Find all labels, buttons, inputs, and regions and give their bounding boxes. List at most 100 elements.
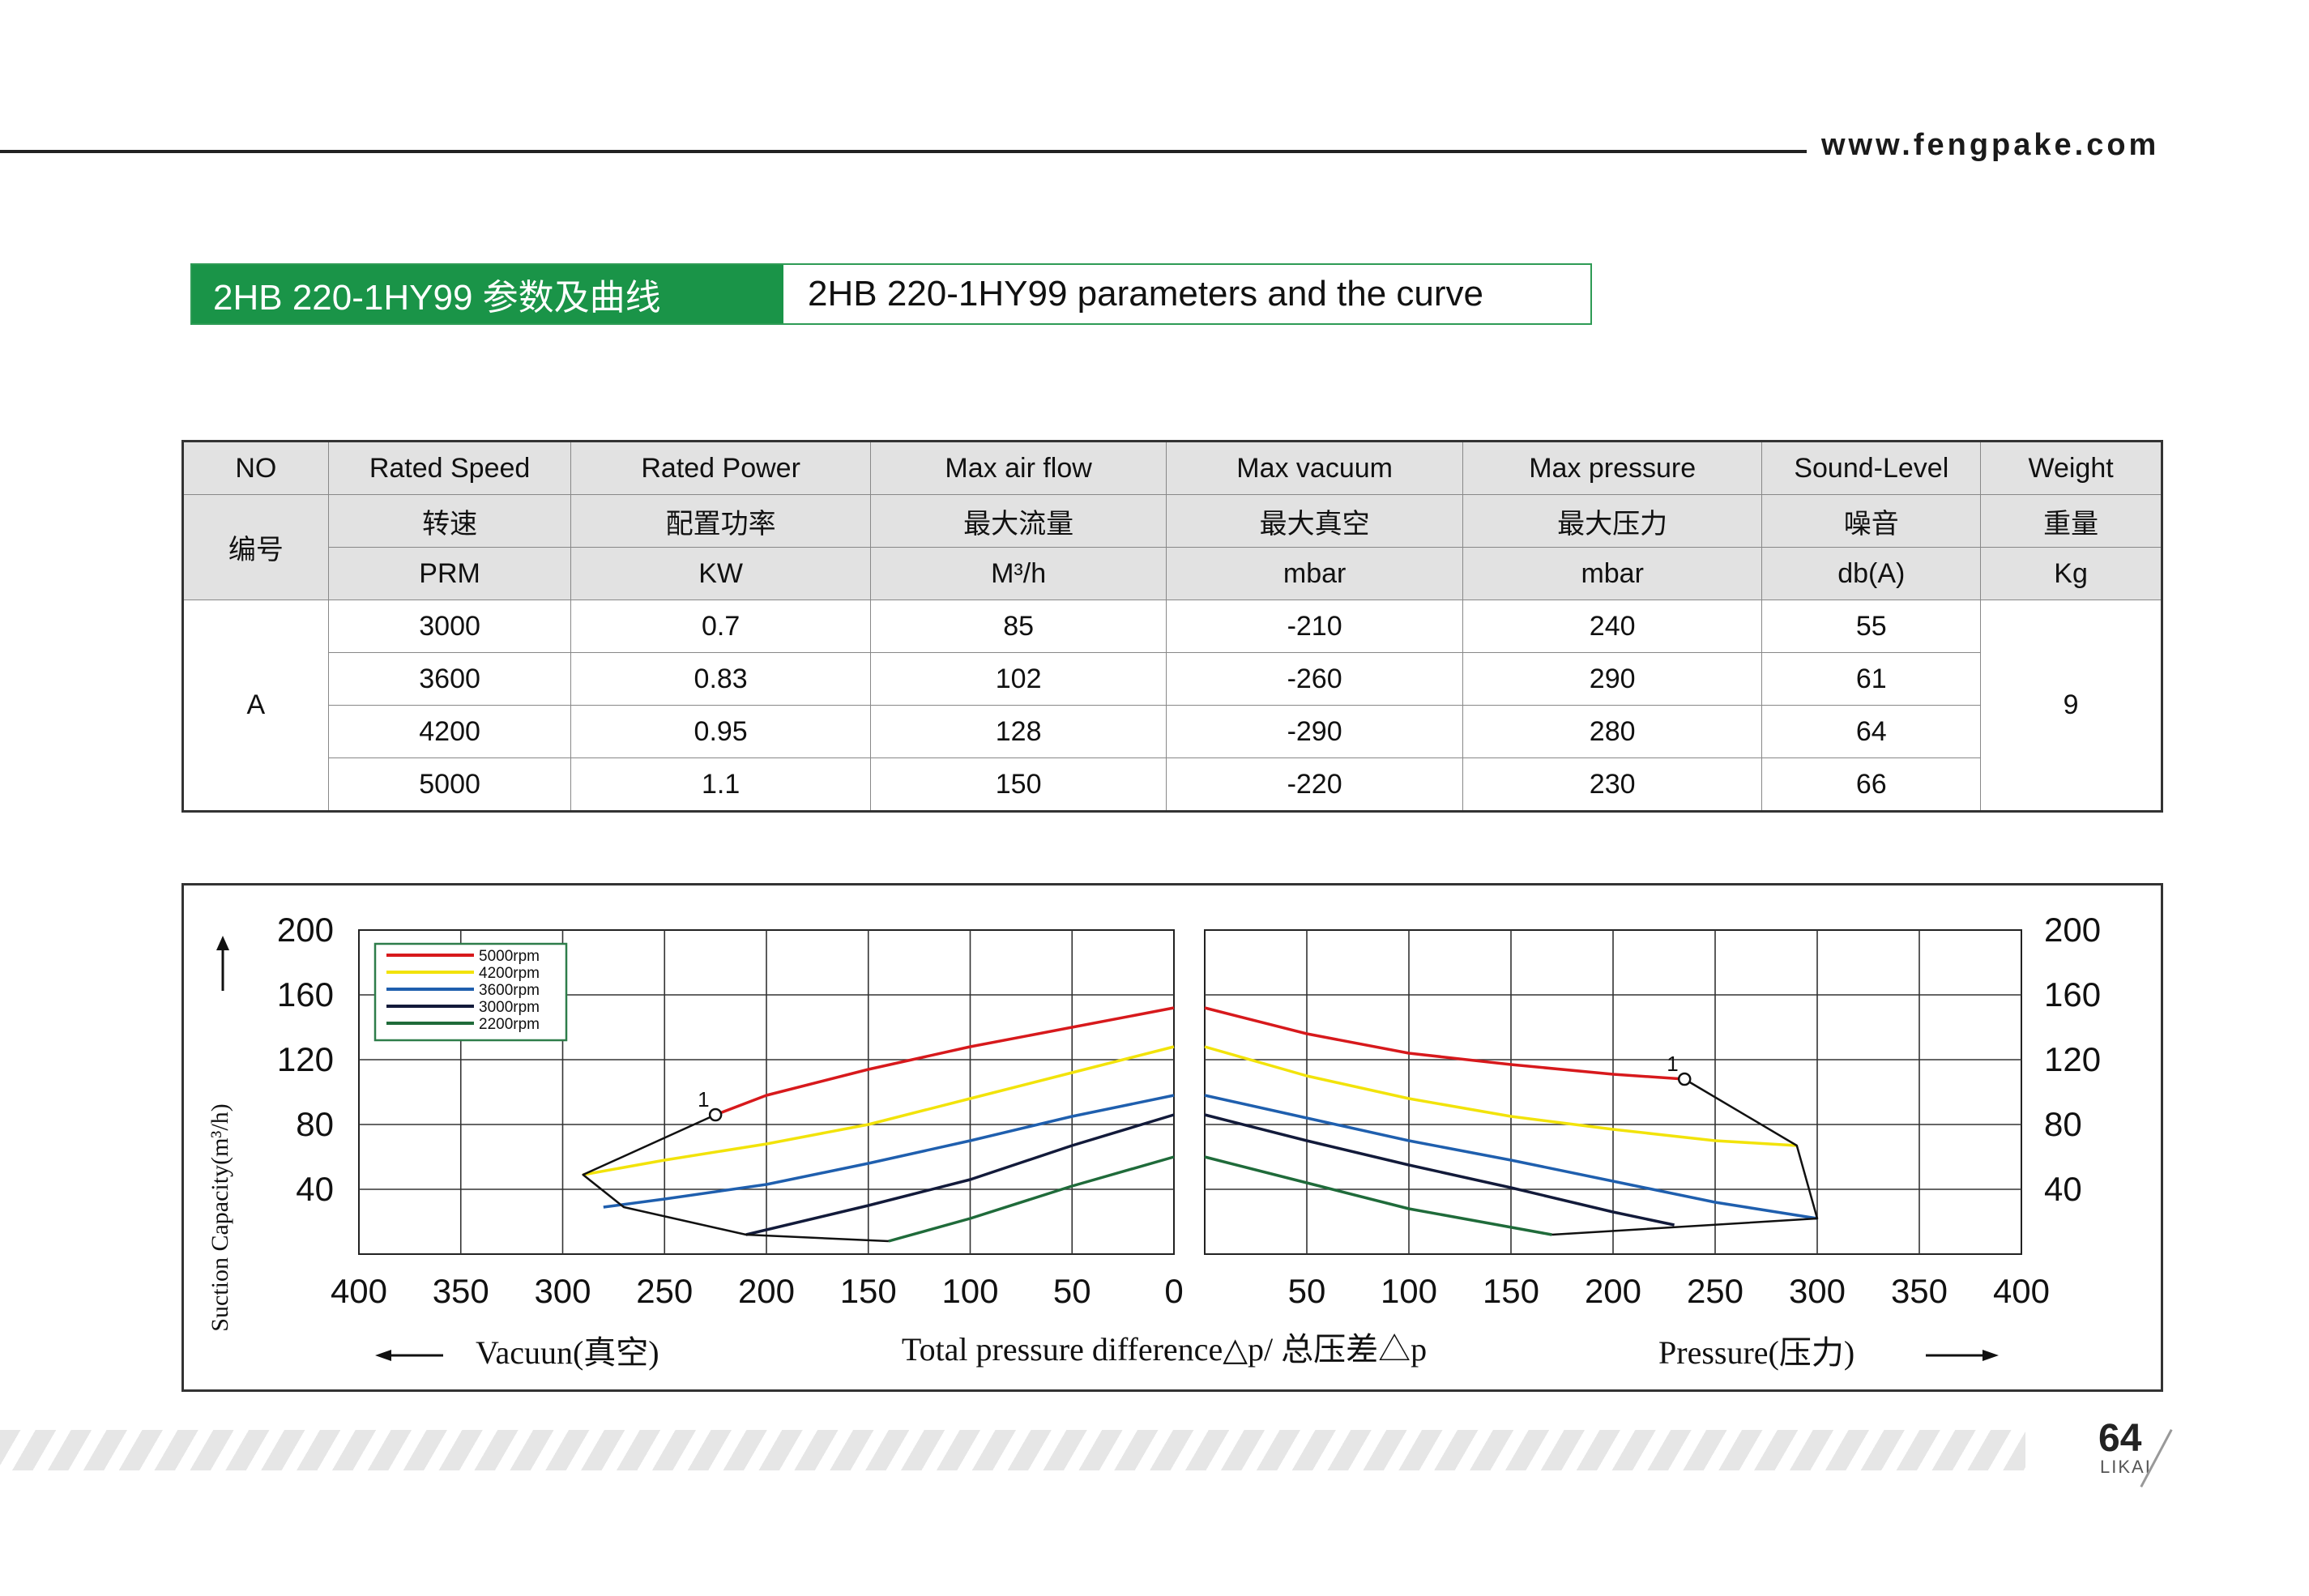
website-url[interactable]: www.fengpake.com xyxy=(1821,128,2160,162)
pressure-marker-label: 1 xyxy=(1667,1052,1678,1076)
table-cell: 3000 xyxy=(327,600,572,653)
table-row: 4200 0.95 128 -290 280 64 xyxy=(183,705,2162,758)
vacuum-curve-4200rpm xyxy=(583,1045,1175,1176)
vacuum-curve-2200rpm xyxy=(888,1155,1175,1243)
table-cell: 150 xyxy=(869,757,1167,812)
x-tick-label-vacuum: 50 xyxy=(1053,1272,1091,1310)
pressure-curve-3600rpm xyxy=(1204,1094,1818,1220)
unit-cell: mbar xyxy=(1462,547,1763,600)
title-en: 2HB 220-1HY99 parameters and the curve xyxy=(808,274,1484,314)
table-cell: 55 xyxy=(1761,600,1982,653)
x-tick-label-vacuum: 400 xyxy=(331,1272,387,1310)
y-tick-label-left: 160 xyxy=(277,975,334,1014)
header-cell: 噪音 xyxy=(1761,494,1982,548)
title-bar: 2HB 220-1HY99 参数及曲线 2HB 220-1HY99 parame… xyxy=(190,263,1592,325)
x-tick-label-pressure: 100 xyxy=(1381,1272,1437,1310)
x-tick-label-pressure: 250 xyxy=(1687,1272,1743,1310)
table-cell: 61 xyxy=(1761,652,1982,706)
x-tick-label-vacuum: 0 xyxy=(1164,1272,1183,1310)
header-rule xyxy=(0,150,1807,153)
header-cell: Sound-Level xyxy=(1761,441,1982,495)
pressure-curve-2200rpm xyxy=(1204,1155,1552,1236)
header-cell: 配置功率 xyxy=(570,494,871,548)
x-tick-label-pressure: 50 xyxy=(1288,1272,1326,1310)
header-cell: 转速 xyxy=(327,494,572,548)
table-cell: 66 xyxy=(1761,757,1982,812)
weight-cell: 9 xyxy=(1980,600,2162,812)
pressure-curve-5000rpm xyxy=(1204,1006,1685,1081)
unit-cell: PRM xyxy=(327,547,572,600)
pressure-arrow-head xyxy=(1982,1350,1999,1361)
table-cell: 85 xyxy=(869,600,1167,653)
header-cell: 最大压力 xyxy=(1462,494,1763,548)
y-axis-arrow-head xyxy=(216,936,229,950)
model-cell: A xyxy=(182,600,329,812)
header-cell: 最大流量 xyxy=(869,494,1167,548)
header-cell: Rated Power xyxy=(570,441,871,495)
legend-label-5000rpm: 5000rpm xyxy=(479,948,540,965)
table-cell: 102 xyxy=(869,652,1167,706)
pressure-axis-label: Pressure(压力) xyxy=(1658,1334,1854,1371)
table-header-cn: 编号 转速 配置功率 最大流量 最大真空 最大压力 噪音 重量 xyxy=(182,494,2162,600)
vacuum-envelope xyxy=(582,1113,889,1243)
x-tick-label-pressure: 200 xyxy=(1585,1272,1641,1310)
performance-chart: 1 1 200 200 160 160 120 120 80 80 40 40 400 350 300 250… xyxy=(181,883,2163,1392)
table-row: 3600 0.83 102 -260 290 61 xyxy=(183,652,2162,706)
header-cell: Max air flow xyxy=(869,441,1167,495)
x-tick-label-pressure: 400 xyxy=(1993,1272,2050,1310)
x-tick-label-pressure: 150 xyxy=(1483,1272,1539,1310)
table-cell: 230 xyxy=(1462,757,1763,812)
table-cell: -220 xyxy=(1166,757,1463,812)
x-tick-label-vacuum: 100 xyxy=(941,1272,998,1310)
y-tick-label-right: 160 xyxy=(2044,975,2101,1014)
table-cell: 1.1 xyxy=(570,757,871,812)
y-tick-label-left: 120 xyxy=(277,1040,334,1078)
vacuum-curve-3600rpm xyxy=(603,1094,1175,1209)
unit-cell: db(A) xyxy=(1761,547,1982,600)
unit-cell: mbar xyxy=(1166,547,1463,600)
x-tick-label-pressure: 350 xyxy=(1891,1272,1948,1310)
x-tick-label-vacuum: 200 xyxy=(738,1272,795,1310)
legend-label-3000rpm: 3000rpm xyxy=(479,999,540,1016)
unit-cell: Kg xyxy=(1980,547,2162,600)
table-cell: 0.7 xyxy=(570,600,871,653)
y-tick-label-right: 120 xyxy=(2044,1040,2101,1078)
chart-svg: 1 1 200 200 160 160 120 120 80 80 40 40 400 350 300 250… xyxy=(207,911,2101,1371)
header-cell: Rated Speed xyxy=(327,441,572,495)
unit-cell: KW xyxy=(570,547,871,600)
x-tick-label-vacuum: 350 xyxy=(433,1272,489,1310)
x-tick-label-vacuum: 150 xyxy=(840,1272,897,1310)
table-header-en: NO Rated Speed Rated Power Max air flow … xyxy=(182,441,2162,495)
y-tick-label-left: 40 xyxy=(296,1170,334,1208)
page-number: 64 xyxy=(2098,1417,2142,1460)
header-cell: Max pressure xyxy=(1462,441,1763,495)
pressure-curve-3000rpm xyxy=(1204,1113,1675,1227)
table-cell: -210 xyxy=(1166,600,1463,653)
header-cell: 编号 xyxy=(182,494,329,600)
header-cell: 最大真空 xyxy=(1166,494,1463,548)
table-cell: 64 xyxy=(1761,705,1982,758)
pressure-marker-point xyxy=(1677,1072,1692,1086)
footer-stripe xyxy=(0,1430,2025,1470)
pressure-curve-4200rpm xyxy=(1204,1045,1797,1147)
vacuum-marker-label: 1 xyxy=(698,1087,709,1112)
legend-label-2200rpm: 2200rpm xyxy=(479,1016,540,1033)
table-cell: 240 xyxy=(1462,600,1763,653)
table-cell: 4200 xyxy=(327,705,572,758)
parameters-table: NO Rated Speed Rated Power Max air flow … xyxy=(181,440,2163,813)
vacuum-arrow-head xyxy=(375,1350,391,1361)
vacuum-curve-3000rpm xyxy=(745,1113,1175,1236)
table-cell: 280 xyxy=(1462,705,1763,758)
table-row: A 3000 0.7 85 -210 240 55 9 xyxy=(182,600,2162,812)
header-cell: NO xyxy=(182,441,329,495)
y-axis-label: Suction Capacity(m³/h) xyxy=(207,1103,233,1331)
unit-cell: M³/h xyxy=(869,547,1167,600)
table-cell: 128 xyxy=(869,705,1167,758)
header-cell: Max vacuum xyxy=(1166,441,1463,495)
table-cell: 5000 xyxy=(327,757,572,812)
table-cell: 0.83 xyxy=(570,652,871,706)
table-row: 5000 1.1 150 -220 230 66 xyxy=(183,757,2162,812)
table-cell: 290 xyxy=(1462,652,1763,706)
y-tick-label-right: 80 xyxy=(2044,1105,2082,1143)
x-tick-label-vacuum: 300 xyxy=(534,1272,591,1310)
